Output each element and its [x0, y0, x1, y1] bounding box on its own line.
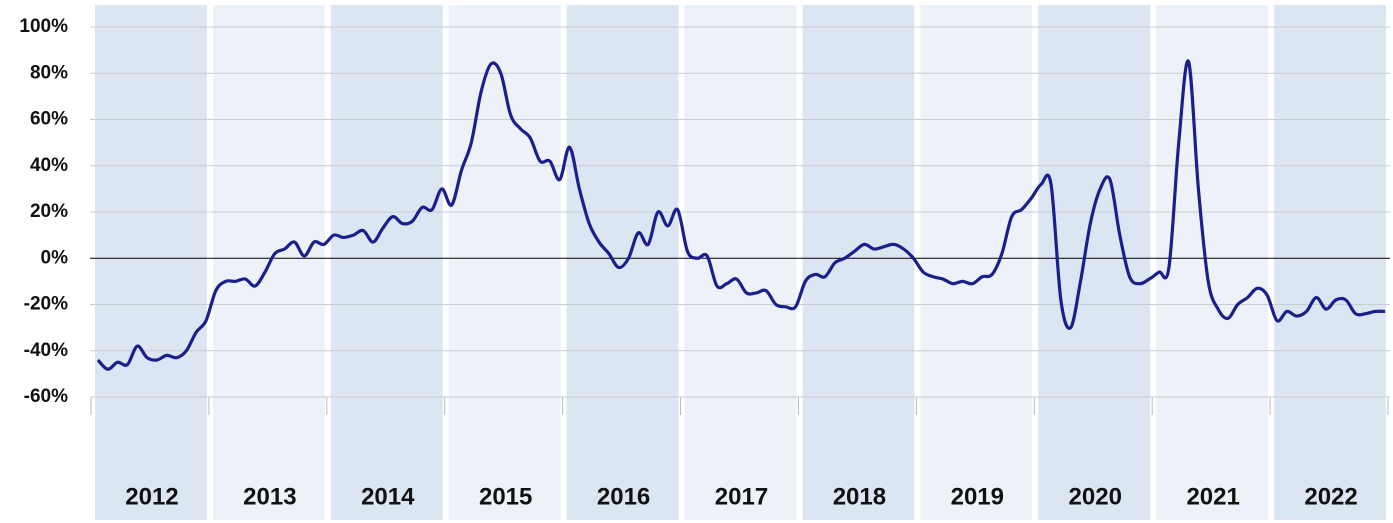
y-tick-label: -60%	[24, 386, 68, 407]
y-tick-label: 100%	[19, 16, 68, 37]
x-tick-label: 2019	[951, 483, 1004, 510]
year-band	[95, 5, 207, 520]
x-tick-label: 2017	[715, 483, 768, 510]
x-tick-label: 2021	[1186, 483, 1239, 510]
line-series	[96, 59, 1386, 371]
year-band	[1156, 5, 1269, 520]
x-tick-label: 2012	[125, 483, 178, 510]
y-tick-label: 60%	[30, 109, 68, 130]
y-tick-label: 0%	[41, 247, 69, 268]
year-band	[1038, 5, 1151, 520]
year-band	[920, 5, 1033, 520]
x-tick-label: 2018	[833, 483, 886, 510]
year-band	[566, 5, 679, 520]
x-tick-label: 2022	[1304, 483, 1357, 510]
x-tick-label: 2016	[597, 483, 650, 510]
x-tick-label: 2014	[361, 483, 415, 510]
y-tick-label: -40%	[24, 340, 68, 361]
year-band	[1274, 5, 1386, 520]
y-tick-label: 80%	[30, 62, 68, 83]
y-tick-label: 40%	[30, 155, 68, 176]
y-tick-label: -20%	[24, 294, 68, 315]
y-tick-label: 20%	[30, 201, 68, 222]
year-band	[802, 5, 915, 520]
x-tick-label: 2015	[479, 483, 532, 510]
x-tick-label: 2013	[243, 483, 296, 510]
year-band	[684, 5, 797, 520]
year-band	[330, 5, 443, 520]
x-tick-label: 2020	[1069, 483, 1122, 510]
